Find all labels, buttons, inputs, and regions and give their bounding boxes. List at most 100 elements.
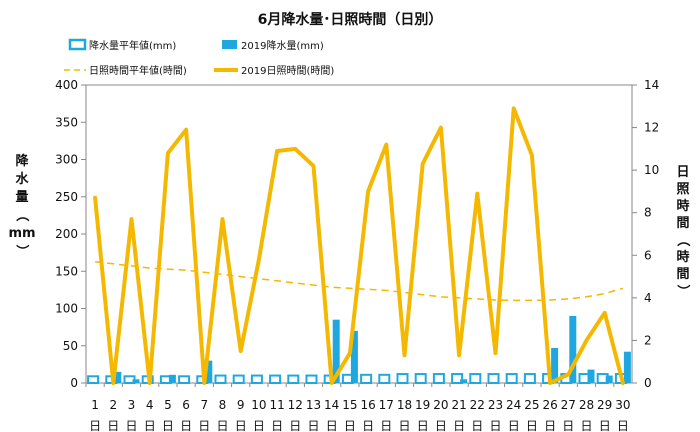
x-tick-label: 17: [379, 398, 394, 412]
y-left-tick-label: 300: [55, 153, 78, 167]
x-tick-suffix: 日: [453, 419, 465, 432]
x-tick-suffix: 日: [362, 419, 374, 432]
y-right-tick-label: 2: [644, 333, 652, 347]
bar-normal-precip: [232, 374, 245, 384]
bar-precip-2019: [114, 371, 122, 383]
bar-precip-2019: [205, 360, 213, 383]
x-tick-suffix: 日: [180, 419, 192, 432]
x-tick-suffix: 日: [89, 419, 101, 432]
x-tick-suffix: 日: [580, 419, 592, 432]
y-left-label-char: 水: [15, 171, 29, 187]
legend-label-normal-sun: 日照時間平年値(時間): [89, 64, 187, 77]
x-tick-suffix: 日: [508, 419, 520, 432]
y-right-tick-label: 0: [644, 376, 652, 390]
y-right-ticks: 0 2 4 6 8 10 12 14: [632, 78, 659, 390]
x-tick-label: 10: [251, 398, 266, 412]
x-tick-label: 5: [164, 398, 172, 412]
x-tick-label: 4: [146, 398, 154, 412]
x-tick-label: 29: [597, 398, 612, 412]
y-left-tick-label: 350: [55, 115, 78, 129]
y-right-tick-label: 8: [644, 206, 652, 220]
y-right-label-char: 時: [676, 249, 689, 265]
x-tick-suffix: 日: [562, 419, 574, 432]
x-tick-suffix: 日: [435, 419, 447, 432]
x-tick-suffix: 日: [599, 419, 611, 432]
y-left-label-char: （: [14, 208, 30, 221]
x-tick-label: 8: [219, 398, 227, 412]
x-tick-suffix: 日: [344, 419, 356, 432]
y-right-label-char: （: [675, 233, 691, 246]
bar-normal-precip: [305, 374, 318, 384]
x-tick-label: 21: [451, 398, 466, 412]
legend-item-normal-precip: 降水量平年値(mm): [68, 38, 176, 52]
bar-precip-2019: [332, 319, 340, 383]
bar-precip-2019: [168, 374, 176, 383]
y-left-label-char: 量: [15, 190, 28, 205]
x-tick-suffix: 日: [235, 419, 247, 432]
bar-precip-2019: [587, 369, 595, 383]
bar-normal-precip: [269, 374, 282, 384]
y-right-tick-label: 10: [644, 163, 659, 177]
x-tick-suffix: 日: [544, 419, 556, 432]
x-tick-suffix: 日: [198, 419, 210, 432]
y-right-label-char: 間: [676, 267, 689, 282]
x-tick-label: 24: [506, 398, 521, 412]
bar-normal-precip: [378, 373, 391, 384]
bar-normal-precip: [487, 373, 500, 384]
y-right-tick-label: 4: [644, 291, 652, 305]
x-tick-label: 25: [524, 398, 539, 412]
x-tick-label: 19: [415, 398, 430, 412]
bar-normal-precip: [87, 375, 100, 385]
bar-precip-2019: [132, 379, 140, 383]
x-tick-label: 6: [182, 398, 190, 412]
x-tick-suffix: 日: [144, 419, 156, 432]
y-left-tick-label: 200: [55, 227, 78, 241]
y-left-label-char: mm: [8, 226, 35, 241]
legend-label-precip-2019: 2019降水量(mm): [241, 39, 324, 52]
legend: 降水量平年値(mm) 2019降水量(mm) 日照時間平年値(時間) 2019日…: [64, 38, 334, 77]
x-tick-suffix: 日: [289, 419, 301, 432]
y-left-tick-label: 150: [55, 264, 78, 278]
bar-precip-2019: [605, 375, 613, 383]
legend-item-normal-sun: 日照時間平年値(時間): [64, 64, 187, 77]
x-tick-label: 20: [433, 398, 448, 412]
y-right-label-char: 日: [676, 165, 689, 180]
chart-title: 6月降水量･日照時間（日別）: [258, 11, 443, 28]
bar-normal-precip: [360, 373, 373, 384]
x-tick-label: 13: [306, 398, 321, 412]
bar-normal-precip: [432, 373, 445, 384]
x-tick-label: 28: [579, 398, 594, 412]
x-tick-label: 30: [615, 398, 630, 412]
legend-label-normal-precip: 降水量平年値(mm): [89, 39, 176, 52]
x-tick-label: 15: [342, 398, 357, 412]
bar-precip-2019: [623, 351, 631, 383]
y-left-tick-label: 400: [55, 78, 78, 92]
x-tick-label: 11: [269, 398, 284, 412]
x-tick-label: 2: [109, 398, 117, 412]
x-tick-suffix: 日: [417, 419, 429, 432]
y-left-tick-label: 250: [55, 190, 78, 204]
x-tick-label: 12: [288, 398, 303, 412]
bar-normal-precip: [523, 373, 536, 384]
bar-normal-precip: [469, 373, 482, 384]
y-right-axis-label: 日照時間（時間）: [675, 165, 691, 298]
y-right-tick-label: 6: [644, 248, 652, 262]
x-tick-suffix: 日: [526, 419, 538, 432]
y-left-tick-label: 100: [55, 302, 78, 316]
bar-normal-precip: [214, 374, 227, 384]
bar-precip-2019: [350, 330, 358, 383]
x-tick-label: 16: [360, 398, 375, 412]
y-right-label-char: 時: [676, 198, 689, 214]
y-left-tick-label: 50: [63, 339, 78, 353]
y-right-tick-label: 14: [644, 78, 659, 92]
x-tick-label: 18: [397, 398, 412, 412]
y-left-ticks: 0 50 100 150 200 250 300 350 400: [55, 78, 86, 390]
y-right-label-char: ）: [675, 284, 691, 297]
x-tick-suffix: 日: [471, 419, 483, 432]
x-tick-suffix: 日: [617, 419, 629, 432]
x-tick-suffix: 日: [162, 419, 174, 432]
legend-item-precip-2019: 2019降水量(mm): [222, 39, 324, 52]
bar-precip-2019: [460, 379, 468, 383]
x-tick-label: 27: [561, 398, 576, 412]
